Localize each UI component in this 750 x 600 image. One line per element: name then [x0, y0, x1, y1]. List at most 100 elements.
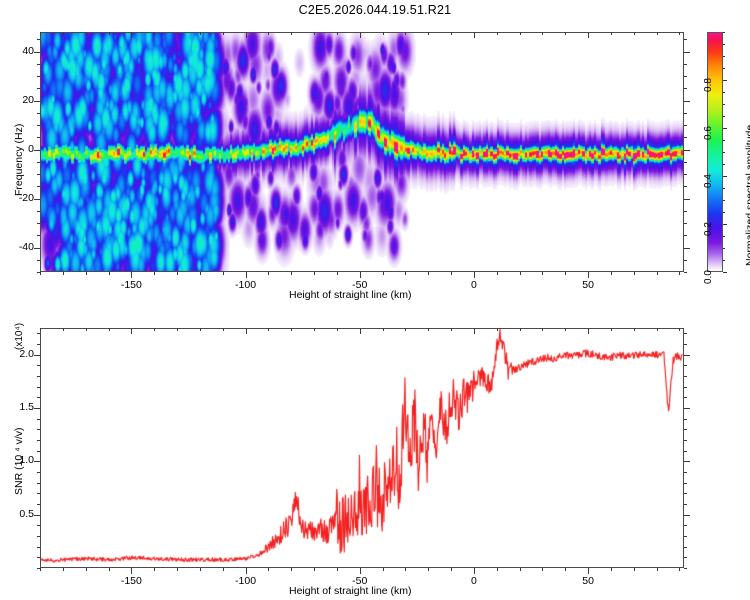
snr-x-tick-minor [519, 568, 521, 571]
colorbar-tick-minor [723, 260, 725, 261]
snr-y-tick-minor [37, 429, 40, 431]
x-tick-major [588, 272, 590, 278]
x-tick-minor [405, 272, 407, 275]
snr-y-tick-label: 2.0 [19, 347, 34, 360]
snr-x-tick-minor [565, 568, 567, 571]
y-tick-minor-r [684, 223, 687, 225]
y-tick-minor-r [684, 186, 687, 188]
snr-x-tick-minor-top [519, 328, 521, 331]
colorbar-tick-minor [723, 200, 725, 201]
y-tick-minor [37, 174, 40, 176]
y-tick-minor-r [684, 63, 687, 65]
x-tick-major [245, 272, 247, 278]
x-tick-minor [610, 272, 612, 275]
y-tick-minor [37, 88, 40, 90]
snr-x-tick-minor [382, 568, 384, 571]
snr-x-tick-minor-top [451, 328, 453, 331]
y-tick-minor [37, 210, 40, 212]
x-tick-minor [291, 272, 293, 275]
spectrogram-axes [40, 32, 684, 272]
x-tick-minor [382, 272, 384, 275]
snr-y-tick-minor [37, 536, 40, 537]
y-tick-minor-r [684, 137, 687, 139]
colorbar-tick-minor [723, 236, 725, 237]
snr-y-tick-minor-r [684, 429, 687, 431]
y-tick-minor-r [684, 272, 687, 273]
snr-x-tick-minor-top [199, 328, 201, 331]
colorbar-tick [723, 176, 727, 177]
snr-line-plot [41, 329, 683, 567]
snr-exponent-label: (x10⁴) [14, 322, 25, 350]
x-tick-minor [268, 272, 270, 275]
snr-x-tick-minor [268, 568, 270, 571]
snr-y-tick-label: 1.5 [19, 401, 34, 413]
y-tick-minor [37, 272, 40, 273]
y-tick-minor-r [684, 88, 687, 90]
snr-x-tick-major [245, 568, 247, 574]
snr-x-tick-minor [679, 568, 681, 571]
snr-y-tick-major-r [684, 514, 690, 516]
snr-y-tick-minor [37, 386, 40, 388]
x-tick-minor [199, 272, 201, 275]
x-tick-minor [154, 272, 156, 275]
snr-y-tick-minor [37, 440, 40, 441]
snr-x-tick-minor-top [40, 328, 41, 331]
snr-y-tick-minor-r [684, 376, 687, 377]
colorbar-tick-minor [723, 104, 725, 105]
snr-x-tick-minor [40, 568, 41, 571]
x-tick-minor-top [154, 32, 156, 35]
y-tick-minor-r [684, 76, 687, 78]
snr-y-tick-minor-r [684, 418, 687, 420]
spectrogram-image [41, 33, 683, 271]
colorbar-tick-label: 0.8 [703, 78, 714, 92]
colorbar-tick [723, 80, 727, 81]
snr-x-tick-minor-top [496, 328, 498, 331]
colorbar-tick-minor [723, 92, 725, 93]
snr-x-tick-minor-top [62, 328, 64, 331]
y-tick-major [34, 149, 40, 151]
snr-x-tick-minor [177, 568, 179, 571]
snr-y-tick-minor-r [684, 397, 687, 399]
x-tick-minor-top [268, 32, 270, 35]
snr-x-tick-minor-top [154, 328, 156, 331]
y-tick-label: 20 [22, 93, 34, 106]
snr-x-tick-minor-top [222, 328, 224, 331]
y-tick-label: 0 [28, 142, 34, 155]
snr-y-tick-minor [37, 568, 40, 569]
snr-x-tick-minor [62, 568, 64, 571]
x-tick-minor-top [177, 32, 179, 35]
snr-x-tick-minor [222, 568, 224, 571]
spectrogram-y-axis-label: Frequency (Hz) [13, 123, 25, 196]
x-tick-minor [496, 272, 498, 275]
y-tick-major-r [684, 149, 690, 151]
snr-x-tick-minor [428, 568, 430, 571]
page-title: C2E5.2026.044.19.51.R21 [298, 3, 452, 17]
x-tick-minor-top [542, 32, 544, 35]
snr-y-tick-minor [37, 450, 40, 452]
x-tick-minor-top [565, 32, 567, 35]
x-tick-minor [222, 272, 224, 275]
snr-x-tick-minor-top [610, 328, 612, 331]
x-tick-minor [314, 272, 316, 275]
snr-y-tick-minor-r [684, 344, 687, 345]
snr-x-tick-minor [199, 568, 201, 571]
y-tick-minor [37, 223, 40, 225]
snr-x-tick-label: 50 [582, 575, 594, 587]
y-tick-minor [37, 161, 40, 163]
y-tick-minor-r [684, 235, 687, 237]
x-tick-major [359, 272, 361, 278]
snr-x-tick-minor-top [108, 328, 110, 331]
snr-x-tick-minor-top [542, 328, 544, 331]
snr-y-tick-label: 0.5 [19, 507, 34, 520]
snr-x-tick-minor-top [85, 328, 87, 331]
snr-x-tick-minor-top [268, 328, 270, 331]
y-tick-minor [37, 112, 40, 114]
snr-x-tick-minor-top [405, 328, 407, 331]
colorbar-tick-label: 0.2 [703, 222, 714, 236]
x-tick-minor-top [199, 32, 201, 35]
snr-x-tick-minor [656, 568, 658, 571]
snr-y-tick-minor-r [684, 525, 687, 527]
snr-x-tick-label: 0 [470, 575, 477, 587]
y-tick-minor-r [684, 161, 687, 163]
x-tick-minor-top [85, 32, 87, 35]
